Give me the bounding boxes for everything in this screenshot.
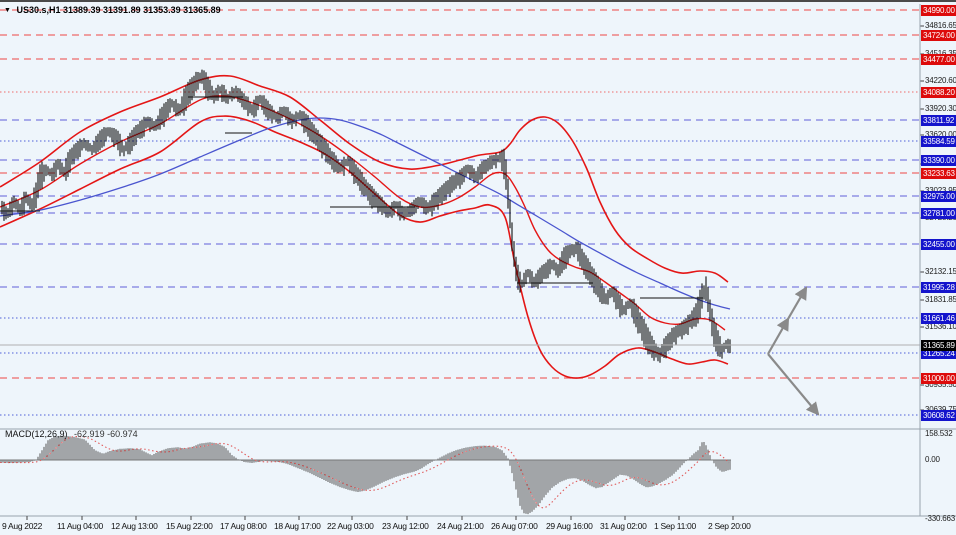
time-axis-label: 18 Aug 17:00	[274, 521, 321, 531]
price-level-badge[interactable]: 33584.59	[921, 135, 956, 147]
macd-histogram	[0, 435, 731, 515]
time-axis-label: 29 Aug 16:00	[546, 521, 593, 531]
price-axis-label: 34220.60	[925, 76, 956, 85]
price-axis-label: 33620.00	[925, 130, 956, 139]
price-axis-label: 34816.65	[925, 21, 956, 30]
time-axis-label: 17 Aug 08:00	[220, 521, 267, 531]
price-level-badge[interactable]: 33811.92	[921, 114, 956, 126]
price-level-badge[interactable]: 32781.00	[921, 207, 956, 219]
macd-indicator-label: MACD(12,26,9) -62.919 -60.974	[5, 429, 138, 439]
current-price-badge: 31365.89	[921, 339, 956, 351]
price-level-badge[interactable]: 33233.63	[921, 167, 956, 179]
price-axis-label: 30935.50	[925, 380, 956, 389]
bollinger-lower-band	[0, 115, 729, 379]
time-axis-label: 2 Sep 20:00	[708, 521, 751, 531]
price-level-badge[interactable]: 31265.24	[921, 347, 956, 359]
macd-name: MACD(12,26,9)	[5, 429, 68, 439]
time-axis-label: 26 Aug 07:00	[491, 521, 538, 531]
ohlc-values-label: 31389.39 31391.89 31353.39 31365.89	[63, 5, 221, 15]
trend-forecast-arrow[interactable]	[767, 317, 790, 355]
time-axis-label: 12 Aug 13:00	[111, 521, 158, 531]
time-axis-label: 22 Aug 03:00	[327, 521, 374, 531]
macd-scale-max: 158.532	[925, 429, 953, 438]
price-axis-label: 31536.10	[925, 322, 956, 331]
time-axis-label: 9 Aug 2022	[2, 521, 43, 531]
time-axis-label: 11 Aug 04:00	[57, 521, 103, 531]
price-level-badge[interactable]: 34990.00	[921, 4, 956, 16]
macd-scale-zero: 0.00	[925, 455, 940, 464]
time-axis-label: 24 Aug 21:00	[437, 521, 484, 531]
price-axis-label: 33920.30	[925, 104, 956, 113]
macd-pane[interactable]	[0, 435, 731, 515]
symbol-period-label: US30.s,H1	[16, 5, 61, 15]
price-level-badge[interactable]: 34724.00	[921, 29, 956, 41]
time-axis-label: 23 Aug 12:00	[382, 521, 429, 531]
time-axis-label: 15 Aug 22:00	[166, 521, 213, 531]
price-level-badge[interactable]: 34088.20	[921, 86, 956, 98]
price-level-badge[interactable]: 32975.00	[921, 190, 956, 202]
time-axis-label: 1 Sep 11:00	[654, 521, 696, 531]
macd-values: -62.919 -60.974	[74, 429, 138, 439]
price-level-badge[interactable]: 34477.00	[921, 53, 956, 65]
price-level-badge[interactable]: 31000.00	[921, 372, 956, 384]
trend-forecast-arrow[interactable]	[767, 353, 820, 416]
trend-forecast-arrow[interactable]	[787, 286, 808, 320]
price-level-badge[interactable]: 32455.00	[921, 238, 956, 250]
chart-title: ▼ US30.s,H1 31389.39 31391.89 31353.39 3…	[4, 4, 221, 16]
bollinger-upper-band	[0, 74, 729, 283]
macd-scale-min: -330.663	[925, 514, 955, 523]
price-level-badge[interactable]: 30608.62	[921, 409, 956, 421]
candlestick-series	[1, 69, 731, 363]
time-axis-label: 31 Aug 02:00	[600, 521, 647, 531]
price-axis-label: 31831.85	[925, 295, 956, 304]
price-level-badge[interactable]: 33390.00	[921, 154, 956, 166]
price-axis-label: 32132.15	[925, 267, 956, 276]
price-pane[interactable]	[0, 9, 920, 416]
chart-dropdown-icon[interactable]: ▼	[4, 7, 11, 14]
price-level-badge[interactable]: 31995.28	[921, 281, 956, 293]
macd-signal-line	[0, 435, 730, 509]
price-level-badge[interactable]: 31661.46	[921, 312, 956, 324]
moving-average-line	[0, 117, 731, 310]
